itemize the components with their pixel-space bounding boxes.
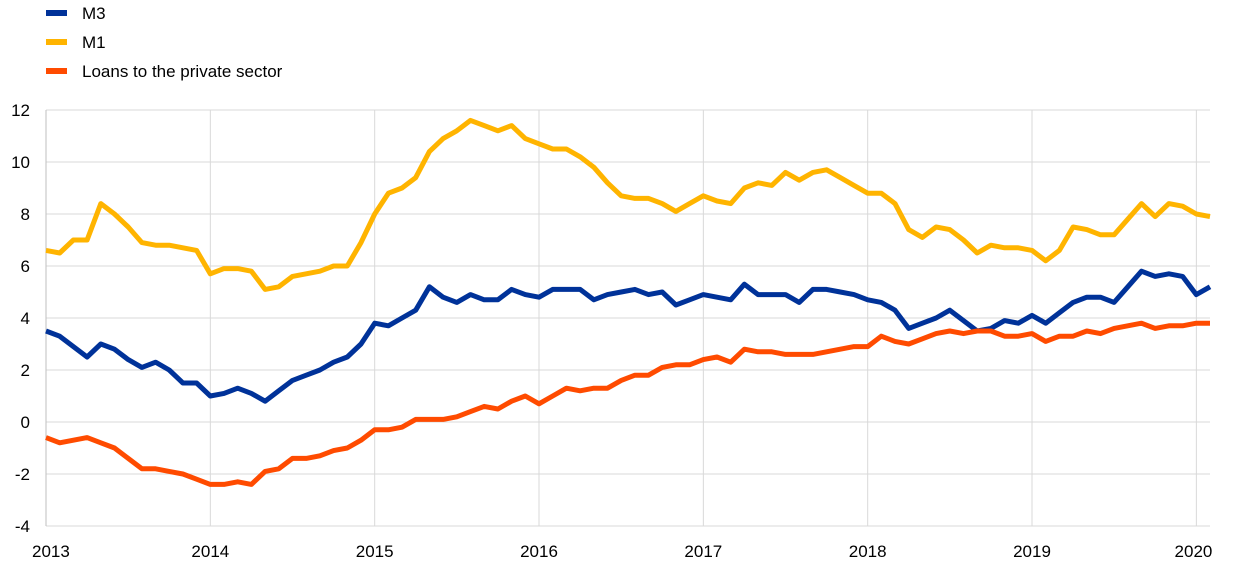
series-line-0: [45, 268, 1212, 404]
legend: M3 M1 Loans to the private sector: [46, 4, 283, 81]
x-axis-tick-labels: 2013 2014 2015 2016 2017 2018 2019 2020: [32, 542, 1212, 561]
x-tick-label: 2020: [1175, 542, 1213, 561]
y-axis-tick-labels: -4 -2 0 2 4 6 8 10 12: [11, 101, 30, 536]
y-tick-label: 4: [21, 309, 30, 328]
x-tick-label: 2017: [684, 542, 722, 561]
x-tick-label: 2018: [849, 542, 887, 561]
series-line-2: [45, 320, 1210, 487]
series-lines: [45, 117, 1212, 487]
y-tick-label: -2: [15, 465, 30, 484]
x-tick-label: 2019: [1013, 542, 1051, 561]
y-tick-label: 6: [21, 257, 30, 276]
x-tick-label: 2014: [191, 542, 229, 561]
legend-label: Loans to the private sector: [82, 62, 283, 81]
y-tick-label: 0: [21, 413, 30, 432]
series-line-1: [45, 117, 1211, 292]
legend-label: M3: [82, 4, 106, 23]
y-tick-label: 12: [11, 101, 30, 120]
x-tick-label: 2013: [32, 542, 70, 561]
legend-label: M1: [82, 33, 106, 52]
y-tick-label: -4: [15, 517, 30, 536]
y-tick-label: 2: [21, 361, 30, 380]
y-tick-label: 10: [11, 153, 30, 172]
x-tick-label: 2015: [356, 542, 394, 561]
y-tick-label: 8: [21, 205, 30, 224]
x-tick-label: 2016: [520, 542, 558, 561]
